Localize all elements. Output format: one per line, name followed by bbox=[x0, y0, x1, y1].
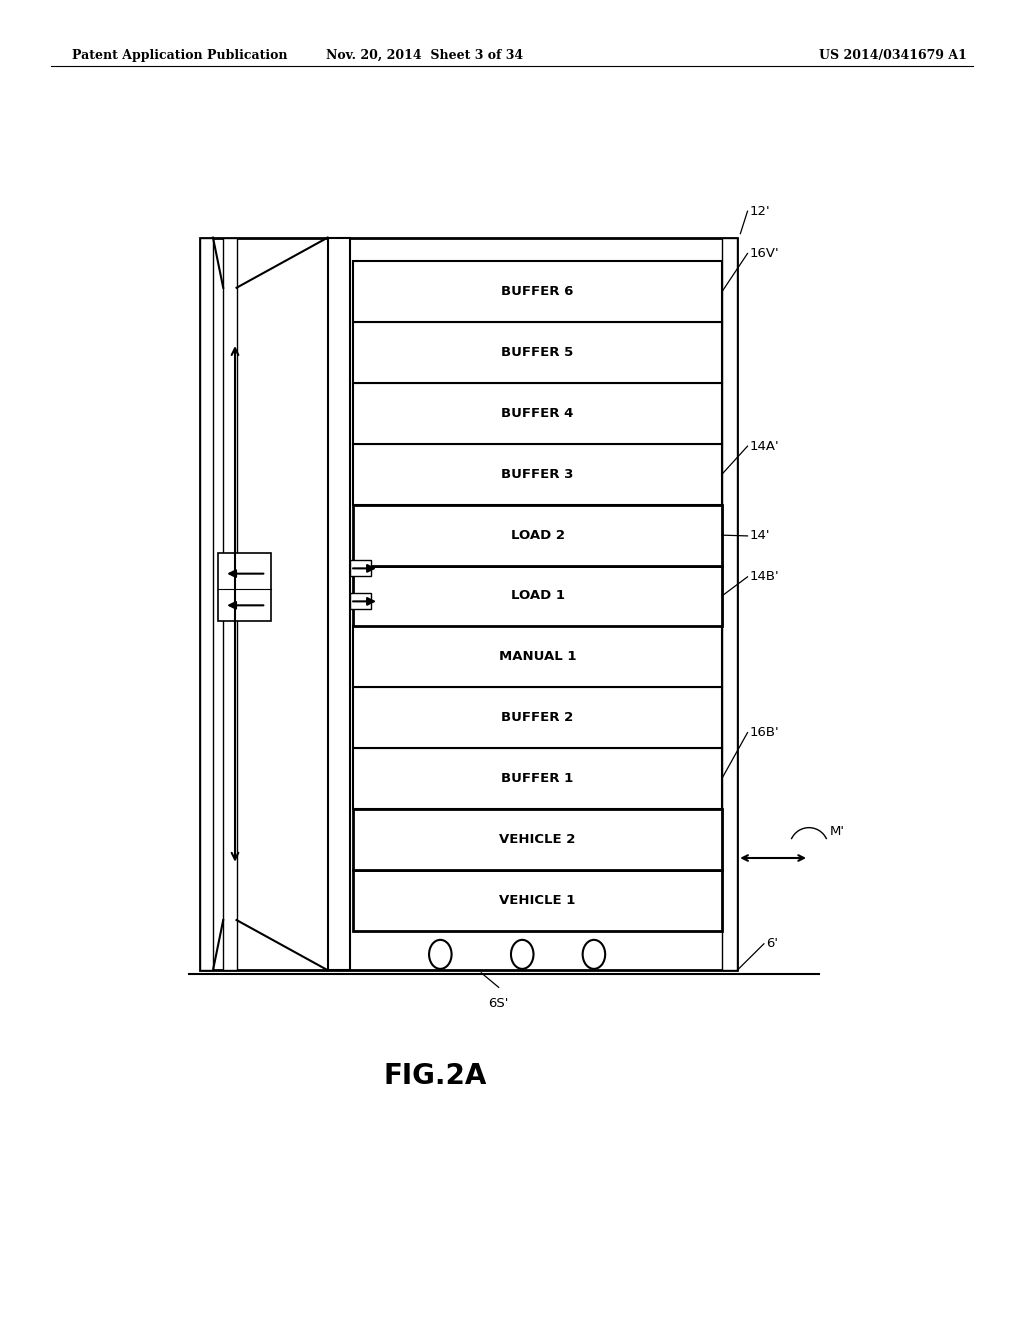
Text: 14A': 14A' bbox=[750, 440, 779, 453]
Text: FIG.2A: FIG.2A bbox=[384, 1061, 486, 1090]
Bar bbox=[218, 553, 271, 622]
Text: US 2014/0341679 A1: US 2014/0341679 A1 bbox=[819, 49, 967, 62]
Text: 16B': 16B' bbox=[750, 726, 779, 739]
Bar bbox=[722, 238, 737, 970]
Bar bbox=[353, 748, 722, 809]
Bar bbox=[200, 238, 213, 970]
Text: BUFFER 1: BUFFER 1 bbox=[502, 772, 573, 785]
Bar bbox=[353, 504, 722, 565]
Bar bbox=[328, 238, 350, 970]
Text: 14B': 14B' bbox=[750, 570, 779, 583]
Circle shape bbox=[583, 940, 605, 969]
Text: BUFFER 3: BUFFER 3 bbox=[502, 467, 573, 480]
Bar bbox=[223, 238, 237, 970]
Bar bbox=[200, 238, 737, 970]
Bar bbox=[353, 565, 722, 627]
Text: M': M' bbox=[829, 825, 845, 838]
Bar bbox=[350, 594, 371, 610]
Circle shape bbox=[511, 940, 534, 969]
Text: 6S': 6S' bbox=[488, 997, 509, 1010]
Text: LOAD 2: LOAD 2 bbox=[511, 528, 564, 541]
Bar bbox=[350, 561, 371, 577]
Text: 12': 12' bbox=[750, 205, 770, 218]
Bar bbox=[353, 444, 722, 504]
Text: Patent Application Publication: Patent Application Publication bbox=[72, 49, 287, 62]
Text: LOAD 1: LOAD 1 bbox=[511, 590, 564, 602]
Text: BUFFER 5: BUFFER 5 bbox=[502, 346, 573, 359]
Text: BUFFER 4: BUFFER 4 bbox=[502, 407, 573, 420]
Bar bbox=[353, 261, 722, 322]
Bar bbox=[353, 809, 722, 870]
Bar bbox=[353, 688, 722, 748]
Text: 6': 6' bbox=[766, 937, 778, 950]
Text: BUFFER 2: BUFFER 2 bbox=[502, 711, 573, 725]
Text: VEHICLE 1: VEHICLE 1 bbox=[500, 894, 575, 907]
Bar bbox=[353, 322, 722, 383]
Text: Nov. 20, 2014  Sheet 3 of 34: Nov. 20, 2014 Sheet 3 of 34 bbox=[327, 49, 523, 62]
Bar bbox=[353, 383, 722, 444]
Text: BUFFER 6: BUFFER 6 bbox=[502, 285, 573, 298]
Text: MANUAL 1: MANUAL 1 bbox=[499, 651, 577, 664]
Text: VEHICLE 2: VEHICLE 2 bbox=[500, 833, 575, 846]
Circle shape bbox=[429, 940, 452, 969]
Bar bbox=[353, 627, 722, 688]
Bar bbox=[353, 870, 722, 931]
Text: 16V': 16V' bbox=[750, 247, 779, 260]
Text: 14': 14' bbox=[750, 529, 770, 543]
